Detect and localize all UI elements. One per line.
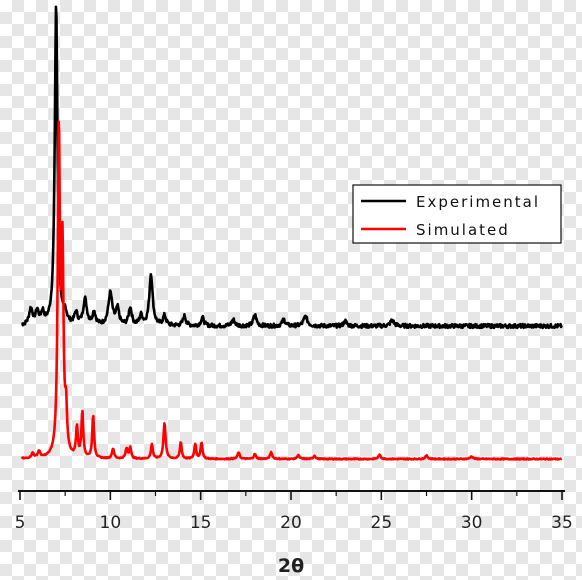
series-line-simulated — [20, 120, 563, 461]
legend: Experimental Simulated — [352, 184, 562, 244]
legend-box — [352, 184, 562, 244]
x-axis-label: 2θ — [278, 555, 304, 577]
x-axis-ticks: 5 10 15 20 25 30 35 — [15, 491, 573, 533]
series-group — [20, 5, 563, 461]
x-tick-label: 35 — [551, 513, 573, 533]
legend-label-experimental: Experimental — [416, 193, 540, 211]
x-tick-label: 5 — [15, 513, 26, 533]
x-tick-label: 15 — [190, 513, 212, 533]
x-tick-label: 20 — [280, 513, 302, 533]
x-tick-label: 25 — [371, 513, 393, 533]
legend-label-simulated: Simulated — [416, 221, 510, 239]
series-line-experimental — [21, 5, 563, 330]
x-tick-label: 30 — [461, 513, 483, 533]
x-tick-label: 10 — [100, 513, 122, 533]
